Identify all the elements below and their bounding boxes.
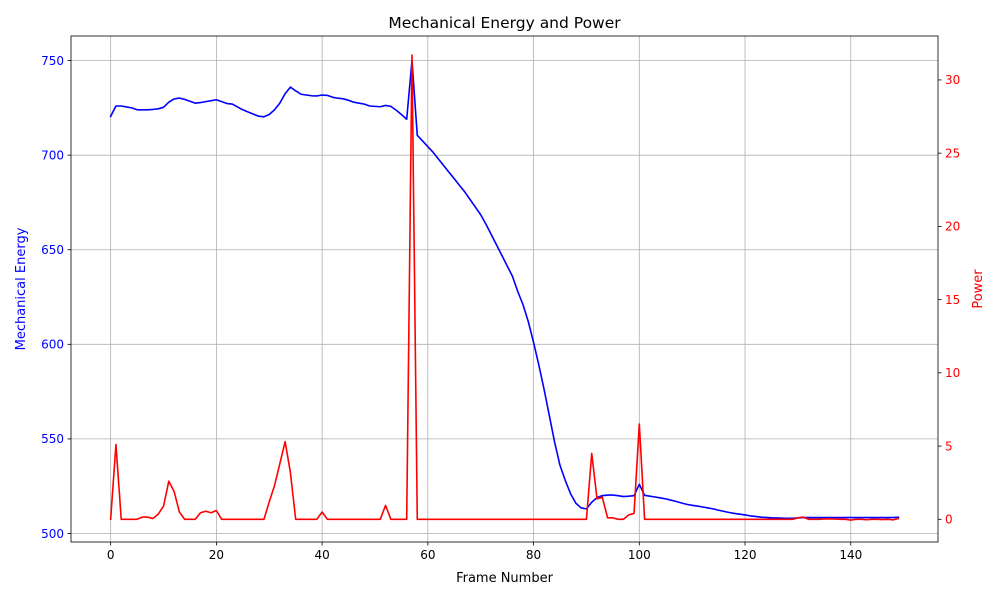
x-tick-label: 80 bbox=[526, 548, 541, 562]
plot-area bbox=[71, 36, 938, 542]
grid bbox=[71, 36, 938, 542]
x-axis-label: Frame Number bbox=[456, 571, 554, 586]
x-tick-label: 20 bbox=[209, 548, 224, 562]
plot-frame bbox=[70, 35, 939, 543]
right-y-axis-label: Power bbox=[971, 269, 986, 309]
chart-title: Mechanical Energy and Power bbox=[388, 14, 621, 32]
left-y-tick-label: 500 bbox=[41, 527, 64, 541]
left-y-tick-label: 550 bbox=[41, 432, 64, 446]
right-y-tick-label: 5 bbox=[945, 439, 953, 453]
right-y-tick-label: 10 bbox=[945, 366, 960, 380]
mechanical-energy-line bbox=[109, 59, 900, 520]
right-y-tick-label: 15 bbox=[945, 293, 960, 307]
left-y-axis-ticks: 500 550 600 650 700 750 bbox=[41, 54, 71, 541]
left-y-tick-label: 600 bbox=[41, 338, 64, 352]
x-tick-label: 0 bbox=[107, 548, 115, 562]
x-axis-ticks: 0 20 40 60 80 100 120 140 bbox=[107, 542, 862, 562]
right-y-tick-label: 25 bbox=[945, 146, 960, 160]
x-tick-label: 40 bbox=[314, 548, 329, 562]
x-tick-label: 120 bbox=[734, 548, 757, 562]
x-tick-label: 140 bbox=[839, 548, 862, 562]
left-y-tick-label: 750 bbox=[41, 54, 64, 68]
right-y-axis-ticks: 0 5 10 15 20 25 30 bbox=[938, 73, 960, 527]
left-y-tick-label: 700 bbox=[41, 148, 64, 162]
right-y-tick-label: 0 bbox=[945, 513, 953, 527]
left-y-axis-label: Mechanical Energy bbox=[14, 227, 29, 350]
right-y-tick-label: 20 bbox=[945, 220, 960, 234]
series-layer bbox=[109, 54, 900, 521]
power-line bbox=[109, 54, 900, 521]
right-y-tick-label: 30 bbox=[945, 73, 960, 87]
x-tick-label: 100 bbox=[628, 548, 651, 562]
x-tick-label: 60 bbox=[420, 548, 435, 562]
left-y-tick-label: 650 bbox=[41, 243, 64, 257]
